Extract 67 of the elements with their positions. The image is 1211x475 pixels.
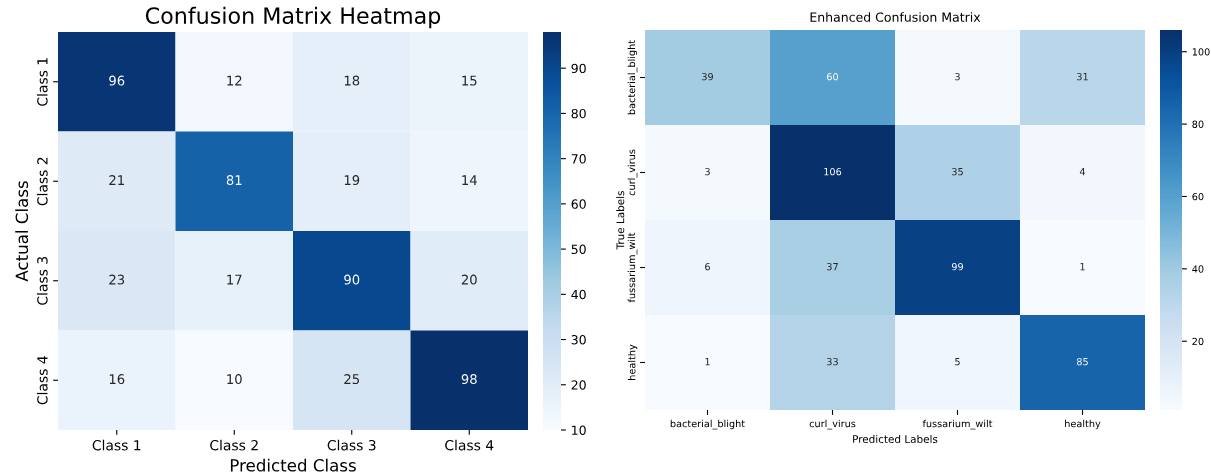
color-bar-label: 90	[571, 63, 586, 74]
color-bar-label: 40	[1192, 265, 1204, 273]
data-label: 3	[955, 72, 960, 81]
color-bar-label: 30	[571, 335, 586, 345]
color-bar-label: 80	[571, 108, 586, 119]
y-tick-label: Class 3	[36, 256, 48, 305]
data-label: 106	[824, 167, 842, 176]
data-label: 90	[344, 274, 360, 285]
data-label: 15	[462, 75, 477, 86]
data-label: 99	[951, 262, 963, 271]
data-label: 21	[109, 175, 124, 185]
data-label: 3	[705, 167, 710, 176]
data-label: 60	[826, 72, 839, 81]
data-label: 81	[226, 175, 242, 186]
data-label: 18	[344, 75, 360, 86]
data-label: 17	[227, 274, 242, 285]
x-axis-title: Predicted Class	[230, 458, 356, 472]
y-tick-label: fussarium_wilt	[627, 232, 638, 303]
data-label: 4	[1079, 168, 1086, 176]
data-label: 1	[1080, 263, 1085, 271]
x-tick-label: Class 1	[92, 439, 141, 451]
color-bar-label: 10	[572, 425, 586, 435]
data-label: 19	[344, 175, 360, 186]
chart-title: Confusion Matrix Heatmap	[145, 6, 441, 29]
y-tick-label: healthy	[627, 344, 638, 380]
data-label: 23	[109, 274, 125, 285]
color-bar-label: 70	[571, 154, 586, 164]
data-label: 14	[462, 175, 477, 185]
x-tick-label: healthy	[1065, 419, 1101, 430]
data-label: 16	[109, 374, 125, 385]
x-tick-label: curl_virus	[809, 419, 856, 430]
x-axis-title: Predicted Labels	[853, 434, 938, 444]
chart-title: Enhanced Confusion Matrix	[810, 12, 981, 22]
color-bar-label: 50	[571, 244, 586, 255]
data-label: 25	[344, 374, 359, 385]
color-bar-label: 20	[1192, 337, 1204, 346]
data-label: 31	[1077, 72, 1088, 81]
data-label: 98	[461, 374, 477, 385]
color-bar-label: 20	[571, 380, 586, 390]
x-tick-label: Class 2	[210, 439, 258, 451]
y-tick-label: curl_virus	[627, 149, 638, 196]
x-tick-label: Class 4	[445, 439, 494, 451]
data-label: 12	[227, 75, 242, 86]
data-label: 20	[461, 274, 477, 285]
color-bar-label: 60	[1192, 192, 1204, 201]
x-tick-label: Class 3	[327, 439, 376, 451]
color-bar-label: 40	[571, 289, 586, 300]
data-label: 85	[1076, 357, 1088, 366]
data-label: 6	[705, 262, 710, 271]
data-label: 5	[955, 358, 960, 366]
data-label: 37	[827, 262, 838, 271]
data-label: 39	[702, 72, 713, 81]
color-bar-label: 100	[1192, 48, 1210, 56]
y-tick-label: Class 2	[36, 157, 48, 206]
color-bar-label: 60	[571, 199, 586, 209]
data-label: 35	[952, 167, 963, 176]
data-label: 96	[109, 75, 125, 86]
y-axis-title: True Labels	[616, 191, 625, 250]
color-bar-label: 80	[1192, 120, 1204, 128]
data-label: 10	[227, 374, 242, 385]
data-label: 1	[705, 358, 710, 366]
y-axis-title: Actual Class	[15, 181, 29, 282]
x-tick-label: bacterial_blight	[670, 419, 745, 430]
x-tick-label: fussarium_wilt	[922, 419, 993, 430]
y-tick-label: Class 1	[36, 58, 48, 106]
y-tick-label: bacterial_blight	[627, 40, 638, 115]
data-label: 33	[827, 357, 838, 366]
